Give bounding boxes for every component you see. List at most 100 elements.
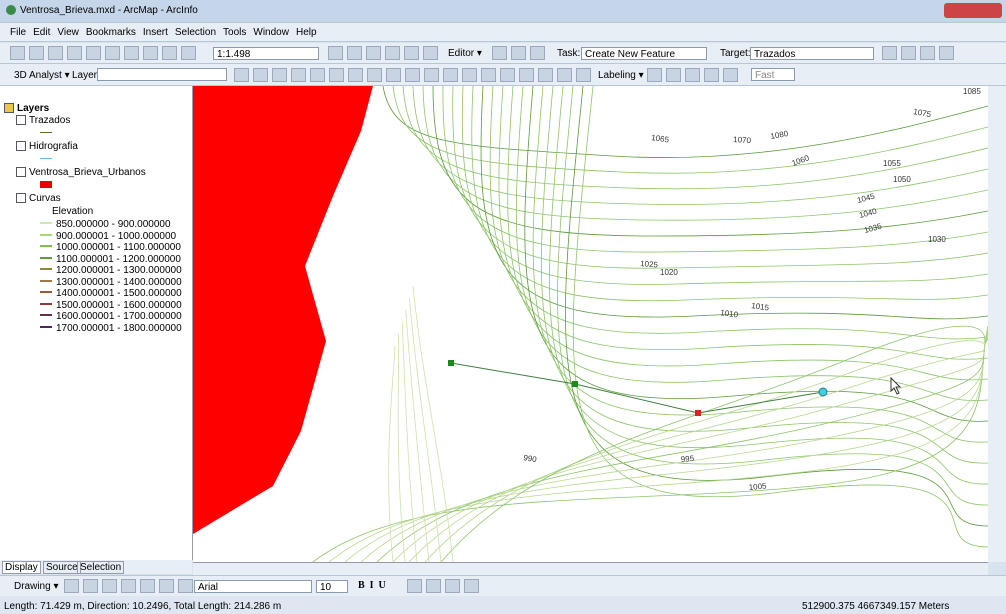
contour-label: 1080	[770, 129, 790, 141]
toc-layer[interactable]: Hidrografia	[16, 141, 78, 152]
analyst-menu[interactable]: 3D Analyst ▾	[14, 70, 70, 81]
menu-item[interactable]: Window	[253, 27, 289, 38]
contour	[549, 86, 988, 485]
menu-item[interactable]: Bookmarks	[85, 27, 136, 38]
tool-buttons[interactable]	[645, 68, 740, 82]
map-view[interactable]: 1080 1085 1075 1065 1070 1060 1055 1050 …	[193, 86, 988, 562]
sketch-end-point[interactable]	[818, 387, 828, 397]
contour	[405, 309, 430, 562]
table-of-contents: Layers Trazados Hidrografia Ventrosa_Bri…	[0, 86, 193, 560]
tab[interactable]: Display	[2, 561, 41, 574]
class-swatch	[40, 256, 52, 259]
legend-class: 900.000001 - 1000.000000	[40, 231, 176, 242]
class-swatch	[40, 325, 52, 328]
menu-item[interactable]: View	[57, 27, 79, 38]
contour	[344, 329, 988, 562]
legend-class: 1300.000001 - 1400.000000	[40, 277, 182, 288]
class-label: 850.000000 - 900.000000	[56, 219, 171, 230]
tool-buttons[interactable]	[8, 46, 198, 60]
menu-bar: File Edit View Bookmarks Insert Selection Tool…	[0, 23, 1006, 42]
legend-class: 1000.000001 - 1100.000000	[40, 242, 181, 253]
layer-name: Ventrosa_Brieva_Urbanos	[29, 167, 146, 178]
quality-box[interactable]: Fast	[751, 68, 795, 81]
vertex[interactable]	[695, 410, 701, 416]
contour	[515, 86, 988, 401]
contour-label: 1055	[883, 159, 901, 168]
menu-item[interactable]: File	[10, 27, 27, 38]
class-label: 1000.000001 - 1100.000000	[56, 242, 181, 253]
target-box[interactable]: Trazados	[750, 47, 874, 60]
menu-item[interactable]: Tools	[223, 27, 247, 38]
tools-toolbar[interactable]	[988, 86, 1006, 562]
tool-buttons[interactable]	[490, 46, 547, 60]
class-label: 1400.000001 - 1500.000000	[56, 288, 182, 299]
toc-root-label: Layers	[17, 103, 50, 114]
tool-buttons[interactable]	[62, 579, 195, 593]
contour	[461, 86, 988, 285]
class-label: 900.000001 - 1000.000000	[56, 230, 177, 242]
tab[interactable]: Source	[43, 561, 81, 574]
task-box[interactable]: Create New Feature	[581, 47, 707, 60]
contour	[489, 86, 988, 340]
tool-buttons[interactable]	[326, 46, 440, 60]
toc-layer[interactable]: Trazados	[16, 115, 70, 126]
contour	[401, 321, 418, 562]
class-swatch	[40, 314, 52, 317]
class-swatch	[40, 302, 52, 305]
size-box[interactable]: 10	[316, 580, 348, 593]
class-swatch	[40, 268, 52, 271]
toc-layer[interactable]: Curvas	[16, 193, 61, 204]
window-title: Ventrosa_Brieva.mxd - ArcMap - ArcInfo	[20, 5, 198, 16]
contour	[409, 297, 442, 562]
contour	[412, 86, 988, 205]
tool-buttons[interactable]	[232, 68, 593, 82]
menu-item[interactable]: Edit	[33, 27, 51, 38]
menu-item[interactable]: Selection	[174, 27, 217, 38]
style-buttons[interactable]: B I U	[358, 580, 386, 591]
contour	[388, 345, 396, 562]
tool-buttons[interactable]	[405, 579, 481, 593]
drawing-menu[interactable]: Drawing ▾	[14, 581, 59, 592]
toc-layer[interactable]: Ventrosa_Brieva_Urbanos	[16, 167, 146, 178]
toc-root[interactable]: Layers	[4, 103, 49, 114]
contour	[480, 86, 988, 320]
font-box[interactable]: Arial	[194, 580, 312, 593]
labeling-menu[interactable]: Labeling ▾	[598, 70, 644, 81]
app-icon	[6, 5, 16, 15]
tool-buttons[interactable]	[880, 46, 956, 60]
window-controls[interactable]	[944, 3, 1002, 18]
legend-class: 1600.000001 - 1700.000000	[40, 311, 182, 322]
contour	[507, 86, 988, 381]
urban-area	[193, 86, 373, 534]
layer-symbol	[40, 181, 52, 188]
contour	[397, 333, 406, 562]
contour	[452, 86, 988, 269]
scale-box[interactable]: 1:1.498	[213, 47, 319, 60]
legend-class: 1200.000001 - 1300.000000	[40, 265, 182, 276]
contour	[565, 86, 988, 527]
editor-menu[interactable]: Editor ▾	[448, 48, 482, 59]
menu-item[interactable]: Help	[295, 27, 317, 38]
horizontal-scrollbar[interactable]	[193, 562, 988, 575]
menu-item[interactable]: Insert	[142, 27, 168, 38]
contour-lines	[312, 86, 988, 562]
legend-class: 850.000000 - 900.000000	[40, 219, 171, 230]
standard-toolbar: 1:1.498 Editor ▾ Task: Create New Featur…	[0, 43, 1006, 64]
tab[interactable]: Selection	[77, 561, 125, 574]
legend-class: 1500.000001 - 1600.000000	[40, 300, 182, 311]
contour-label: 1020	[660, 268, 678, 277]
contour-label: 1085	[963, 87, 981, 96]
layer-symbol	[40, 132, 52, 133]
contour	[424, 337, 988, 562]
contour	[408, 335, 988, 562]
contour-label: 1070	[733, 135, 752, 145]
layer-name: Hidrografia	[29, 141, 78, 152]
class-label: 1100.000001 - 1200.000000	[56, 253, 181, 265]
contour	[557, 86, 988, 506]
contour-label: 1050	[893, 175, 911, 184]
vertex[interactable]	[572, 381, 578, 387]
vertex[interactable]	[448, 360, 454, 366]
layer-box[interactable]	[97, 68, 227, 81]
drawing-toolbar: Drawing ▾ Arial 10 B I U	[0, 575, 1006, 597]
